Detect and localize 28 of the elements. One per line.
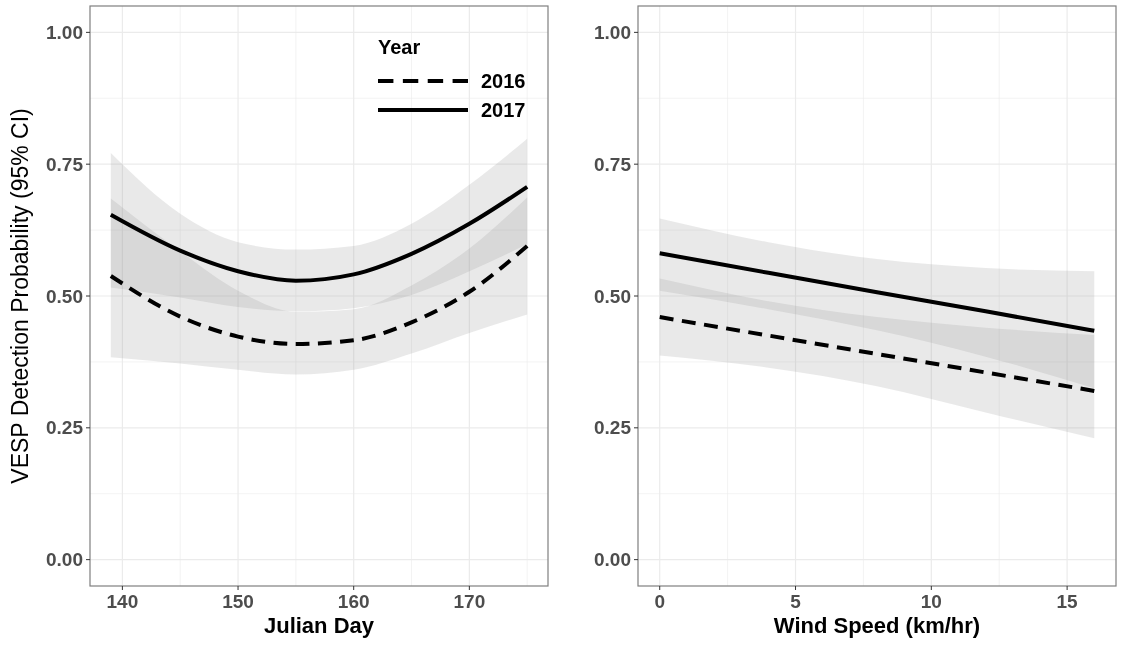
x-tick-label: 5: [790, 591, 802, 612]
y-tick-label: 1.00: [594, 22, 631, 44]
x-tick-label: 150: [222, 591, 254, 612]
x-axis-title: Wind Speed (km/hr): [773, 613, 981, 638]
y-tick-label: 0.25: [594, 417, 632, 439]
y-tick-label: 0.75: [46, 153, 84, 175]
x-axis-title: Julian Day: [263, 613, 375, 638]
y-axis-title: VESP Detection Probability (95% CI): [7, 108, 33, 484]
x-tick-label: 15: [1056, 591, 1079, 612]
legend-label: 2016: [481, 70, 526, 92]
legend-label: 2017: [481, 99, 526, 121]
legend-title: Year: [378, 36, 421, 58]
line-series: [657, 251, 1097, 333]
x-tick-label: 0: [654, 591, 666, 612]
y-tick-label: 0.50: [594, 285, 631, 307]
line-series: [108, 243, 530, 346]
x-tick-label: 170: [453, 591, 486, 612]
y-tick-label: 0.00: [594, 549, 631, 571]
x-tick-label: 10: [920, 591, 942, 612]
line-series: [108, 184, 530, 283]
x-tick-label: 160: [337, 591, 370, 612]
x-tick-label: 140: [106, 591, 139, 612]
y-tick-label: 1.00: [46, 22, 83, 44]
y-tick-label: 0.00: [46, 549, 83, 571]
y-tick-label: 0.25: [46, 417, 84, 439]
y-tick-label: 0.75: [594, 153, 632, 175]
line-series: [657, 315, 1097, 393]
y-tick-label: 0.50: [46, 285, 83, 307]
